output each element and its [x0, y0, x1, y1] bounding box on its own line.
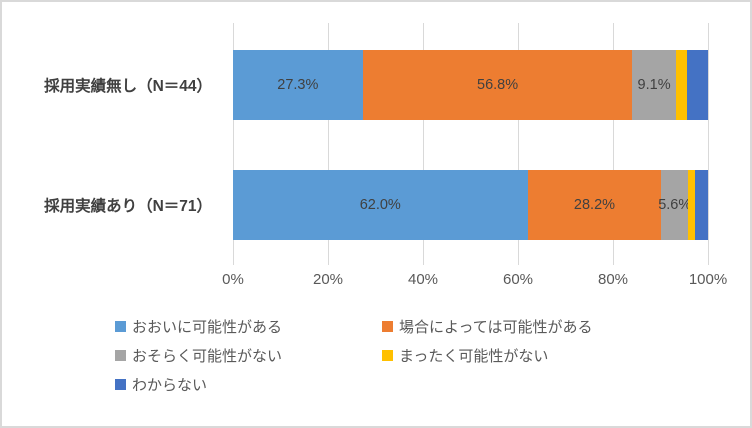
bar-segment-series-3: 9.1%	[632, 50, 676, 120]
gridline	[327, 23, 329, 265]
gridline	[707, 23, 709, 265]
bar-row: 27.3% 56.8% 9.1%	[233, 50, 708, 120]
legend-item-series-5: わからない	[115, 374, 382, 394]
data-label: 5.6%	[658, 197, 692, 213]
legend: おおいに可能性がある 場合によっては可能性があるおそらく可能性がない まったく可能性…	[115, 316, 593, 394]
bar-segment-series-4	[688, 170, 695, 240]
gridline	[517, 23, 519, 265]
bar-segment-series-1: 62.0%	[233, 170, 528, 240]
legend-label: まったく可能性がない	[399, 347, 549, 365]
category-label: 採用実績あり（N＝71）	[44, 198, 212, 215]
legend-label: おそらく可能性がない	[132, 347, 283, 365]
x-tick-label: 40%	[407, 271, 439, 288]
legend-label: おおいに可能性がある	[132, 318, 283, 336]
legend-label: わからない	[132, 376, 208, 394]
legend-swatch-icon	[115, 378, 126, 390]
gridline	[232, 23, 234, 265]
legend-label: 場合によっては可能性がある	[399, 318, 593, 336]
data-label: 27.3%	[277, 77, 319, 93]
category-label: 採用実績無し（N＝44）	[44, 78, 212, 95]
x-tick-label: 100%	[688, 271, 728, 288]
legend-swatch-icon	[115, 320, 126, 332]
legend-item-series-3: おそらく可能性がない	[115, 345, 382, 365]
x-tick-label: 0%	[222, 271, 244, 288]
bar-row: 62.0% 28.2% 5.6%	[233, 170, 708, 240]
bar-segment-series-5	[686, 50, 708, 120]
legend-swatch-icon	[115, 349, 126, 361]
x-tick-label: 60%	[502, 271, 534, 288]
x-axis: 0% 20% 40% 60% 80% 100%	[222, 271, 727, 293]
legend-item-series-1: おおいに可能性がある	[115, 316, 382, 336]
bar-segment-series-2: 28.2%	[527, 170, 662, 240]
data-label: 9.1%	[637, 77, 671, 93]
legend-swatch-icon	[382, 320, 393, 332]
data-label: 56.8%	[477, 77, 519, 93]
data-label: 62.0%	[359, 197, 401, 213]
gridline	[422, 23, 424, 265]
x-tick-label: 80%	[597, 271, 629, 288]
category-axis: 採用実績無し（N＝44） 採用実績あり（N＝71）	[2, 23, 224, 265]
bar-segment-series-2: 56.8%	[362, 50, 633, 120]
bar-segment-series-5	[694, 170, 708, 240]
x-tick-label: 20%	[312, 271, 344, 288]
bar-segment-series-1: 27.3%	[233, 50, 363, 120]
legend-item-series-4: まったく可能性がない	[382, 345, 593, 365]
data-label: 28.2%	[573, 197, 616, 213]
gridline	[612, 23, 614, 265]
legend-item-series-2: 場合によっては可能性がある	[382, 316, 593, 336]
legend-swatch-icon	[382, 349, 393, 361]
plot-area: 27.3% 56.8% 9.1% 62.0% 28.2% 5.6%	[232, 23, 709, 265]
bar-segment-series-4	[675, 50, 687, 120]
bar-segment-series-3: 5.6%	[658, 170, 692, 240]
